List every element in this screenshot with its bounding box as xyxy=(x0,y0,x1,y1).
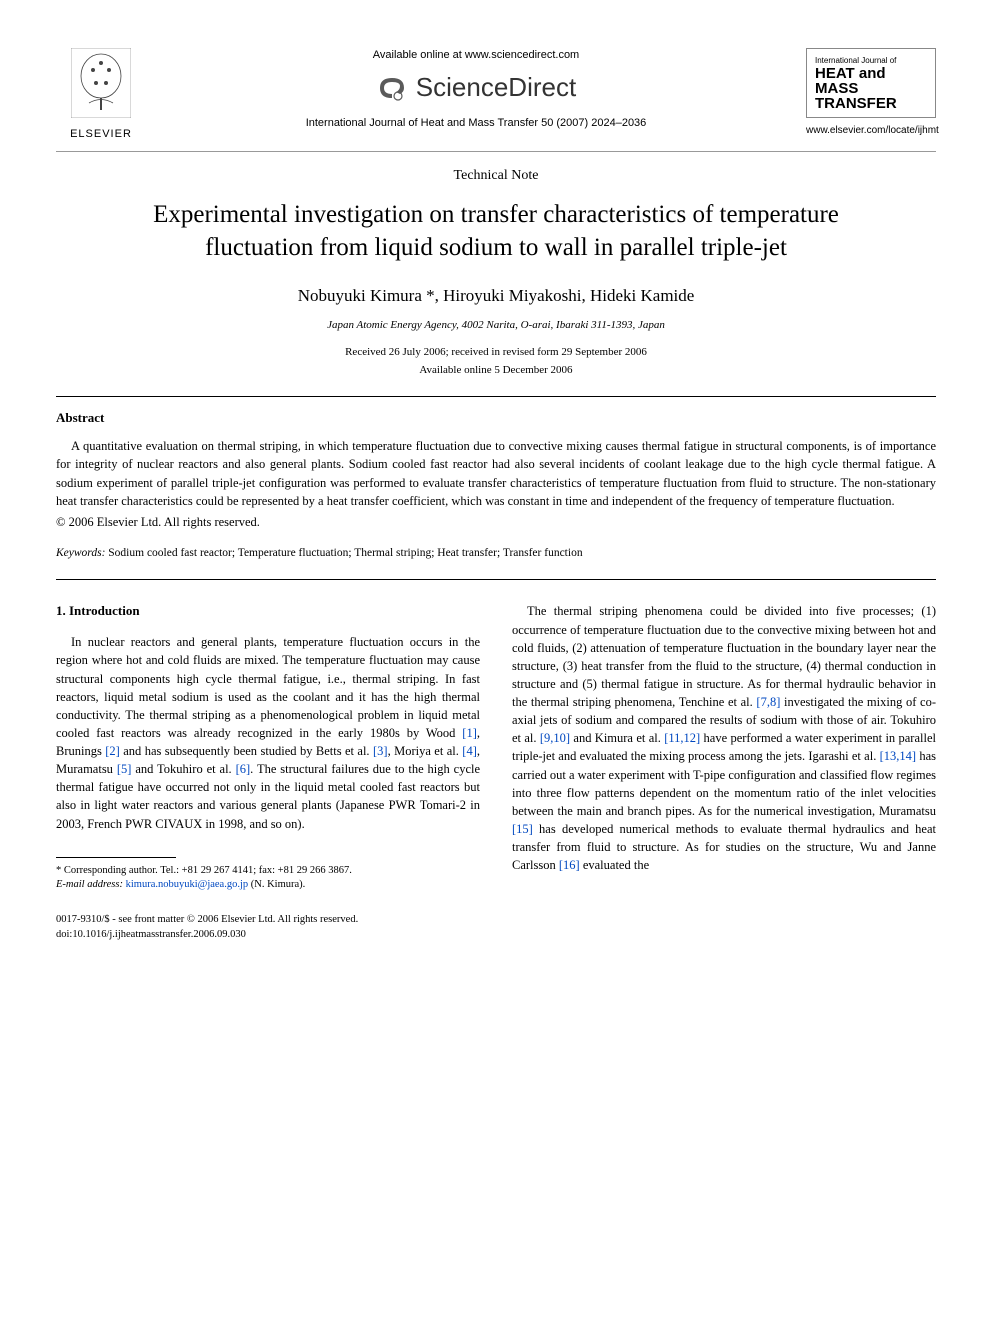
intro-text: and Kimura et al. xyxy=(570,731,664,745)
authors: Nobuyuki Kimura *, Hiroyuki Miyakoshi, H… xyxy=(56,284,936,308)
body-columns: 1. Introduction In nuclear reactors and … xyxy=(56,602,936,893)
abstract-copyright: © 2006 Elsevier Ltd. All rights reserved… xyxy=(56,514,936,532)
ref-link-1[interactable]: [1] xyxy=(462,726,477,740)
intro-text: In nuclear reactors and general plants, … xyxy=(56,635,480,740)
intro-paragraph-1: In nuclear reactors and general plants, … xyxy=(56,633,480,832)
elsevier-label: ELSEVIER xyxy=(56,127,146,142)
ref-link-3[interactable]: [3] xyxy=(373,744,388,758)
cover-heat-mass: HEAT and MASS xyxy=(815,66,927,96)
available-online-text: Available online at www.sciencedirect.co… xyxy=(162,48,790,63)
footnote-rule xyxy=(56,857,176,858)
ref-link-2[interactable]: [2] xyxy=(105,744,120,758)
ref-link-9-10[interactable]: [9,10] xyxy=(540,731,570,745)
intro-text: , Moriya et al. xyxy=(388,744,463,758)
journal-cover-box: International Journal of HEAT and MASS T… xyxy=(806,48,936,118)
bottom-metadata: 0017-9310/$ - see front matter © 2006 El… xyxy=(56,913,936,942)
locate-url: www.elsevier.com/locate/ijhmt xyxy=(806,124,936,138)
corresponding-author-footnote: * Corresponding author. Tel.: +81 29 267… xyxy=(56,864,480,893)
ref-link-13-14[interactable]: [13,14] xyxy=(880,749,916,763)
cover-transfer: TRANSFER xyxy=(815,96,927,111)
sciencedirect-logo: ScienceDirect xyxy=(162,69,790,105)
keywords-line: Keywords: Sodium cooled fast reactor; Te… xyxy=(56,545,936,561)
received-date: Received 26 July 2006; received in revis… xyxy=(56,345,936,360)
journal-reference: International Journal of Heat and Mass T… xyxy=(162,116,790,131)
keywords-bottom-rule xyxy=(56,579,936,580)
author-email[interactable]: kimura.nobuyuki@jaea.go.jp xyxy=(126,879,249,890)
doi-line: doi:10.1016/j.ijheatmasstransfer.2006.09… xyxy=(56,928,936,943)
keywords-text: Sodium cooled fast reactor; Temperature … xyxy=(105,547,582,559)
affiliation: Japan Atomic Energy Agency, 4002 Narita,… xyxy=(56,318,936,333)
ref-link-16[interactable]: [16] xyxy=(559,858,580,872)
right-column: The thermal striping phenomena could be … xyxy=(512,602,936,893)
sciencedirect-icon xyxy=(376,72,408,104)
abstract-body: A quantitative evaluation on thermal str… xyxy=(56,437,936,510)
available-date: Available online 5 December 2006 xyxy=(56,363,936,378)
email-label: E-mail address: xyxy=(56,879,123,890)
header-center: Available online at www.sciencedirect.co… xyxy=(146,48,806,131)
journal-cover-block: International Journal of HEAT and MASS T… xyxy=(806,48,936,138)
ref-link-5[interactable]: [5] xyxy=(117,762,132,776)
intro-paragraph-2: The thermal striping phenomena could be … xyxy=(512,602,936,874)
publisher-logo-block: ELSEVIER xyxy=(56,48,146,143)
ref-link-7-8[interactable]: [7,8] xyxy=(756,695,780,709)
corr-author-line: * Corresponding author. Tel.: +81 29 267… xyxy=(56,864,480,879)
abstract-heading: Abstract xyxy=(56,409,936,427)
email-line: E-mail address: kimura.nobuyuki@jaea.go.… xyxy=(56,878,480,893)
ref-link-15[interactable]: [15] xyxy=(512,822,533,836)
ref-link-4[interactable]: [4] xyxy=(462,744,477,758)
email-suffix: (N. Kimura). xyxy=(248,879,305,890)
keywords-label: Keywords: xyxy=(56,547,105,559)
header-rule xyxy=(56,151,936,152)
article-type: Technical Note xyxy=(56,166,936,186)
intro-text: and Tokuhiro et al. xyxy=(131,762,235,776)
abstract-text: A quantitative evaluation on thermal str… xyxy=(56,437,936,510)
ref-link-6[interactable]: [6] xyxy=(236,762,251,776)
introduction-heading: 1. Introduction xyxy=(56,602,480,621)
abstract-top-rule xyxy=(56,396,936,397)
intro-text: and has subsequently been studied by Bet… xyxy=(120,744,373,758)
article-title: Experimental investigation on transfer c… xyxy=(56,199,936,264)
sciencedirect-text: ScienceDirect xyxy=(416,69,576,105)
elsevier-tree-icon xyxy=(71,48,131,118)
ref-link-11-12[interactable]: [11,12] xyxy=(664,731,700,745)
header-row: ELSEVIER Available online at www.science… xyxy=(56,48,936,143)
intro-text: The thermal striping phenomena could be … xyxy=(512,604,936,709)
left-column: 1. Introduction In nuclear reactors and … xyxy=(56,602,480,893)
intro-text: evaluated the xyxy=(580,858,649,872)
page: ELSEVIER Available online at www.science… xyxy=(0,0,992,990)
front-matter-line: 0017-9310/$ - see front matter © 2006 El… xyxy=(56,913,936,928)
